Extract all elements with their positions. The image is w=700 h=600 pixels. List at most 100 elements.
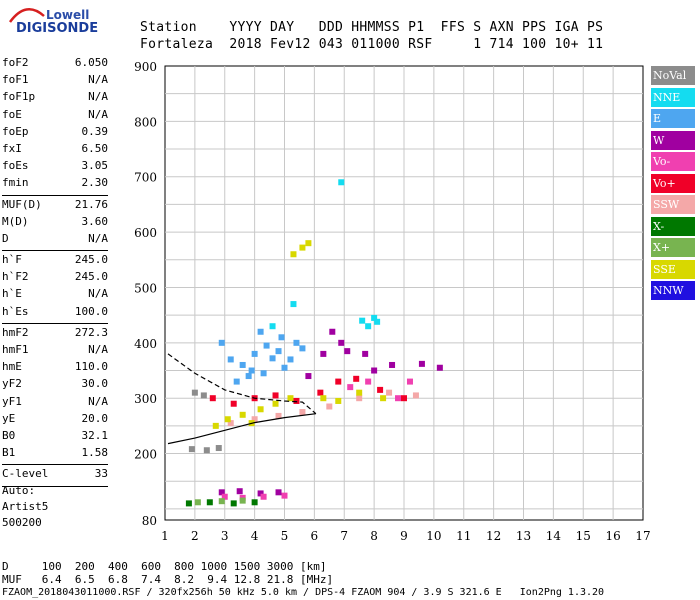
- data-point: [293, 339, 300, 346]
- ionogram-chart: 1 2 3 4 5 6 7 8 9 10 11 12 13 14 15 16 17802003004005006…: [134, 60, 651, 543]
- param-row: h`F2 245.0: [2, 270, 108, 287]
- data-point: [320, 395, 327, 402]
- data-point: [281, 492, 288, 499]
- data-point: [275, 412, 282, 419]
- data-point: [212, 422, 219, 429]
- data-point: [257, 406, 264, 413]
- data-point: [299, 345, 306, 352]
- data-point: [251, 499, 258, 506]
- header-columns: Station YYYY DAY DDD HHMMSS P1 FFS S AXN…: [140, 20, 604, 35]
- data-point: [260, 370, 267, 377]
- param-row: h`Es 100.0: [2, 305, 108, 322]
- param-name: yF2: [2, 377, 22, 391]
- data-point: [389, 361, 396, 368]
- param-row: yF1 N/A: [2, 395, 108, 412]
- data-point: [206, 499, 213, 506]
- param-separator: [2, 464, 108, 466]
- legend-item: X-: [651, 216, 695, 236]
- data-point: [194, 499, 201, 506]
- param-value: 100.0: [74, 304, 108, 318]
- param-name: hmE: [2, 360, 22, 374]
- data-point: [365, 378, 372, 385]
- param-value: N/A: [88, 90, 108, 104]
- x-tick-label: 1: [161, 529, 169, 543]
- data-point: [263, 342, 270, 349]
- param-value: 110.0: [74, 360, 108, 374]
- param-name: M(D): [2, 214, 29, 228]
- data-point: [335, 378, 342, 385]
- param-name: D: [2, 231, 9, 245]
- param-row: D N/A: [2, 232, 108, 249]
- param-row: hmF2 272.3: [2, 326, 108, 343]
- data-point: [230, 400, 237, 407]
- param-value: 2.30: [81, 176, 109, 190]
- param-value: 21.76: [74, 197, 108, 211]
- param-name: foE: [2, 107, 22, 121]
- param-separator: [2, 485, 108, 487]
- data-point: [290, 301, 297, 308]
- data-point: [299, 409, 306, 416]
- x-tick-label: 5: [281, 529, 289, 543]
- data-point: [185, 500, 192, 507]
- data-point: [269, 355, 276, 362]
- y-tick-label: 80: [142, 514, 157, 528]
- legend-item: SSE: [651, 259, 695, 279]
- param-name: h`Es: [2, 304, 29, 318]
- data-point: [412, 392, 419, 399]
- param-value: 33: [94, 467, 108, 481]
- data-point: [218, 498, 225, 505]
- data-point: [248, 367, 255, 374]
- param-row: C-level 33: [2, 467, 108, 484]
- data-point: [245, 373, 252, 380]
- data-point: [386, 389, 393, 396]
- data-point: [353, 375, 360, 382]
- legend-item: Vo-: [651, 152, 695, 171]
- param-name: MUF(D): [2, 197, 42, 211]
- data-point: [275, 348, 282, 355]
- param-value: 245.0: [74, 270, 108, 284]
- profile-upper-line: [167, 353, 317, 415]
- x-tick-label: 13: [516, 529, 531, 543]
- legend-item: SSW: [651, 195, 695, 214]
- data-point: [326, 403, 333, 410]
- parameter-table: foF2 6.050 foF1 N/A foF1p N/A foE N/A foEp 0.39 fx…: [2, 56, 108, 489]
- data-point: [356, 389, 363, 396]
- param-name: foF1: [2, 73, 29, 87]
- data-point: [257, 490, 264, 497]
- data-point: [305, 373, 312, 380]
- data-point: [356, 395, 363, 402]
- param-value: 32.1: [81, 428, 109, 442]
- param-name: hmF2: [2, 325, 29, 339]
- data-point: [359, 317, 366, 324]
- param-value: N/A: [88, 287, 108, 301]
- x-tick-label: 2: [191, 529, 199, 543]
- param-row: fmin 2.30: [2, 176, 108, 193]
- data-point: [287, 395, 294, 402]
- param-row: foF2 6.050: [2, 56, 108, 73]
- param-value: 20.0: [81, 411, 109, 425]
- x-tick-label: 12: [486, 529, 501, 543]
- data-point: [365, 323, 372, 330]
- x-tick-label: 17: [635, 529, 650, 543]
- param-name: h`F2: [2, 270, 29, 284]
- x-tick-label: 14: [546, 529, 562, 543]
- data-point: [257, 328, 264, 335]
- data-point: [233, 378, 240, 385]
- param-separator: [2, 250, 108, 252]
- param-value: N/A: [88, 73, 108, 87]
- data-point: [218, 489, 225, 496]
- param-name: foF1p: [2, 90, 36, 104]
- data-point: [406, 378, 413, 385]
- param-row: foE N/A: [2, 108, 108, 125]
- auto-info: Auto: Artist5 500200: [2, 484, 48, 532]
- param-value: 272.3: [74, 325, 108, 339]
- data-point: [275, 489, 282, 496]
- param-value: 245.0: [74, 253, 108, 267]
- legend-item: Vo+: [651, 173, 695, 193]
- param-value: N/A: [88, 343, 108, 356]
- param-row: foF1 N/A: [2, 73, 108, 90]
- data-point: [338, 339, 345, 346]
- data-point: [221, 493, 228, 500]
- distance-row: D 100 200 400 600 800 1000 1500 3000 [km…: [2, 560, 327, 573]
- param-row: h`F 245.0: [2, 253, 108, 270]
